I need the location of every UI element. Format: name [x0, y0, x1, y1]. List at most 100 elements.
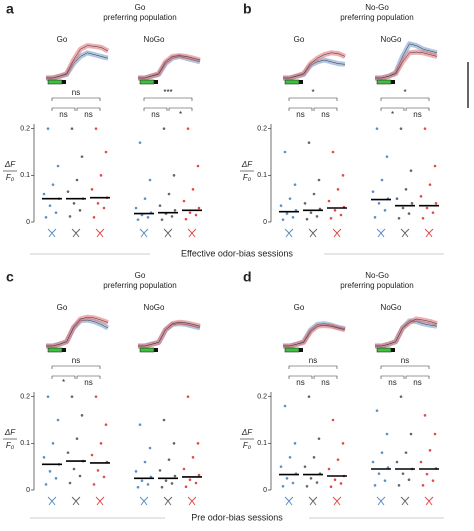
- data-point: [309, 211, 313, 214]
- data-point: [291, 481, 295, 485]
- data-point: [309, 477, 313, 480]
- data-point: [196, 164, 200, 168]
- data-point: [317, 178, 321, 182]
- data-point: [188, 211, 192, 214]
- data-point: [279, 204, 283, 207]
- data-point: [182, 199, 186, 203]
- data-point: [291, 216, 295, 219]
- group-icon: [139, 228, 149, 238]
- sig-bracket: [51, 365, 101, 369]
- y-label: ΔF: [4, 160, 16, 169]
- data-point: [336, 458, 340, 461]
- data-point: [373, 216, 377, 219]
- data-point: [44, 216, 48, 219]
- data-point: [431, 479, 435, 482]
- sig-label: *: [311, 88, 314, 97]
- data-point: [191, 188, 195, 191]
- sig-bracket: [380, 365, 430, 369]
- sig-label: ns: [321, 378, 329, 387]
- sig-bracket: [288, 97, 338, 101]
- data-point: [70, 127, 74, 130]
- data-point: [293, 442, 297, 445]
- data-point: [312, 456, 316, 459]
- panel-title: Go: [135, 271, 146, 280]
- trace-line: [375, 318, 438, 347]
- group-icon: [376, 496, 386, 506]
- data-point: [397, 216, 401, 220]
- data-point: [419, 195, 423, 198]
- sig-label: ns: [72, 88, 80, 97]
- group-icon: [187, 228, 197, 238]
- y-tick-label: 0: [263, 487, 267, 494]
- data-point: [383, 479, 387, 482]
- data-point: [96, 202, 100, 205]
- odor-cue-end: [154, 348, 158, 352]
- y-label: ΔF: [241, 160, 253, 169]
- data-point: [92, 216, 96, 219]
- subplot-label: Go: [57, 35, 68, 44]
- sig-label: *: [403, 88, 406, 97]
- odor-cue-end: [154, 80, 158, 84]
- data-point: [399, 127, 403, 130]
- data-point: [182, 467, 186, 471]
- section-backdrop: [165, 510, 309, 526]
- sig-bracket: [288, 365, 338, 369]
- data-point: [191, 456, 195, 459]
- group-icon: [95, 228, 105, 238]
- odor-cue: [376, 79, 392, 85]
- data-point: [375, 409, 379, 412]
- data-point: [143, 460, 147, 464]
- odor-cue-end: [62, 80, 66, 84]
- group-icon: [139, 496, 149, 506]
- data-point: [170, 215, 174, 218]
- data-point: [104, 423, 108, 426]
- data-point: [423, 127, 427, 130]
- data-point: [146, 483, 150, 486]
- data-point: [377, 202, 381, 205]
- data-point: [54, 477, 58, 480]
- data-point: [56, 164, 60, 168]
- panel-title: preferring population: [340, 281, 413, 290]
- sig-bracket: [76, 375, 101, 379]
- sig-bracket: [405, 375, 430, 379]
- group-icon: [163, 228, 173, 238]
- data-point: [373, 484, 377, 487]
- data-point: [48, 470, 52, 473]
- data-point: [184, 217, 188, 221]
- data-point: [285, 212, 289, 215]
- group-icon: [95, 496, 105, 506]
- data-point: [194, 213, 198, 217]
- y-label: F₀: [243, 173, 252, 182]
- panel-label: c: [6, 269, 14, 285]
- subplot-label: Go: [57, 303, 68, 312]
- data-point: [288, 456, 292, 459]
- odor-cue: [284, 79, 300, 85]
- data-point: [158, 204, 162, 207]
- subplot-label: NoGo: [144, 303, 165, 312]
- sig-label: *: [391, 110, 394, 119]
- data-point: [66, 451, 70, 454]
- data-point: [99, 442, 103, 445]
- data-point: [375, 127, 379, 130]
- data-point: [333, 209, 337, 212]
- data-point: [197, 206, 201, 210]
- data-point: [377, 472, 381, 475]
- group-icon: [71, 228, 81, 238]
- sig-label: ns: [388, 378, 396, 387]
- y-label: F₀: [6, 441, 15, 450]
- data-point: [42, 192, 46, 196]
- data-point: [303, 465, 307, 468]
- sig-label: ns: [59, 110, 67, 119]
- y-label: F₀: [6, 173, 15, 182]
- data-point: [383, 209, 387, 212]
- sig-bracket: [51, 375, 76, 379]
- sig-bracket: [405, 107, 430, 111]
- panel-title: preferring population: [340, 13, 413, 22]
- odor-cue: [284, 347, 300, 353]
- group-icon: [284, 496, 294, 506]
- data-point: [419, 460, 423, 464]
- data-point: [51, 442, 55, 445]
- data-point: [399, 395, 403, 398]
- trace-line: [138, 55, 201, 79]
- data-point: [148, 178, 152, 182]
